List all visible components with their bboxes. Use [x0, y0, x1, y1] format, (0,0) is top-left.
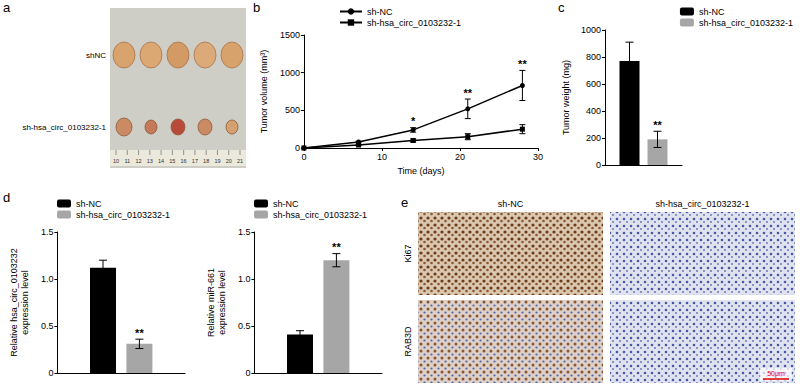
svg-text:**: **	[518, 58, 527, 70]
html-text:d: d	[3, 190, 11, 205]
svg-text:expression level: expression level	[217, 270, 227, 335]
svg-text:200: 200	[586, 133, 601, 143]
svg-text:1.5: 1.5	[238, 227, 251, 237]
svg-text:50μm: 50μm	[767, 370, 785, 378]
html-text:a: a	[3, 0, 11, 15]
svg-text:0: 0	[596, 160, 601, 170]
svg-text:Relative hsa_circ_0103232: Relative hsa_circ_0103232	[9, 248, 19, 357]
svg-text:sh-NC: sh-NC	[367, 7, 393, 17]
svg-text:10: 10	[377, 152, 387, 162]
svg-text:14: 14	[158, 158, 164, 164]
svg-text:sh-hsa_circ_0103232-1: sh-hsa_circ_0103232-1	[76, 210, 170, 220]
svg-text:15: 15	[169, 158, 175, 164]
svg-text:20: 20	[455, 152, 465, 162]
svg-text:20: 20	[226, 158, 232, 164]
svg-text:30: 30	[533, 152, 543, 162]
svg-text:0: 0	[48, 368, 53, 378]
svg-text:0: 0	[245, 368, 250, 378]
svg-text:sh-NC: sh-NC	[498, 199, 524, 209]
svg-text:Ki67: Ki67	[403, 244, 413, 262]
html-text:c: c	[558, 0, 565, 15]
svg-text:Tumor volume (mm³): Tumor volume (mm³)	[259, 50, 269, 134]
svg-text:17: 17	[192, 158, 198, 164]
svg-text:Tumor weight (mg): Tumor weight (mg)	[561, 60, 571, 135]
svg-text:1000: 1000	[581, 25, 601, 35]
svg-text:11: 11	[124, 158, 130, 164]
svg-text:**: **	[332, 241, 341, 253]
svg-text:sh-hsa_circ_0103232-1: sh-hsa_circ_0103232-1	[699, 18, 793, 28]
svg-text:*: *	[411, 115, 416, 127]
svg-text:500: 500	[285, 105, 300, 115]
html-text:e: e	[401, 195, 409, 210]
svg-text:**: **	[135, 327, 144, 339]
svg-text:**: **	[653, 119, 662, 131]
svg-text:21: 21	[237, 158, 243, 164]
svg-text:0: 0	[301, 152, 306, 162]
svg-text:0: 0	[295, 143, 300, 153]
svg-text:sh-hsa_circ_0103232-1: sh-hsa_circ_0103232-1	[22, 123, 106, 132]
svg-text:19: 19	[214, 158, 220, 164]
svg-text:sh-NC: sh-NC	[699, 7, 725, 17]
svg-text:1.0: 1.0	[238, 274, 251, 284]
svg-text:sh-hsa_circ_0103232-1: sh-hsa_circ_0103232-1	[273, 210, 367, 220]
svg-text:1.0: 1.0	[41, 274, 54, 284]
svg-text:13: 13	[147, 158, 153, 164]
svg-text:600: 600	[586, 79, 601, 89]
svg-text:sh-hsa_circ_0103232-1: sh-hsa_circ_0103232-1	[367, 18, 461, 28]
svg-text:16: 16	[181, 158, 187, 164]
svg-text:RAB3D: RAB3D	[403, 326, 413, 357]
svg-text:sh-hsa_circ_0103232-1: sh-hsa_circ_0103232-1	[655, 199, 749, 209]
svg-text:shNC: shNC	[86, 51, 106, 60]
svg-text:0.5: 0.5	[41, 321, 54, 331]
svg-text:12: 12	[135, 158, 141, 164]
svg-text:expression level: expression level	[20, 270, 30, 335]
svg-text:400: 400	[586, 106, 601, 116]
svg-text:sh-NC: sh-NC	[76, 199, 102, 209]
svg-text:1000: 1000	[280, 68, 300, 78]
svg-text:800: 800	[586, 52, 601, 62]
svg-text:Time (days): Time (days)	[397, 166, 444, 176]
svg-text:Relative miR-661: Relative miR-661	[206, 268, 216, 337]
svg-text:18: 18	[203, 158, 209, 164]
svg-text:1500: 1500	[280, 30, 300, 40]
svg-text:sh-NC: sh-NC	[273, 199, 299, 209]
svg-text:**: **	[463, 87, 472, 99]
svg-text:1.5: 1.5	[41, 227, 54, 237]
svg-text:0.5: 0.5	[238, 321, 251, 331]
html-text:b: b	[253, 0, 261, 15]
svg-text:10: 10	[113, 158, 119, 164]
